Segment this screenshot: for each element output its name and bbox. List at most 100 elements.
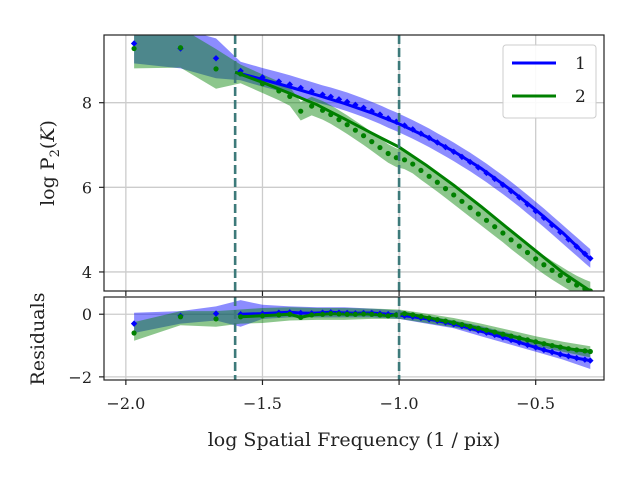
- bottom-point-s2-15: [369, 311, 375, 317]
- top-point-s1-17: [384, 115, 392, 122]
- top-point-s1-33: [516, 194, 523, 201]
- top-point-s1-25: [450, 148, 457, 155]
- top-point-s2-10: [328, 111, 334, 118]
- bottom-point-s2-17: [385, 313, 391, 319]
- bottom-point-s2-38: [557, 344, 563, 350]
- top-point-s1-28: [475, 164, 482, 171]
- bottom-point-s2-27: [467, 323, 473, 330]
- bottom-point-s2-40: [574, 347, 580, 353]
- bottom-point-s1-2: [212, 310, 220, 317]
- top-point-s2-17: [385, 150, 391, 157]
- top-point-s2-23: [434, 179, 440, 185]
- top-point-s1-30: [491, 175, 498, 183]
- bottom-point-s2-12: [344, 311, 350, 317]
- top-point-s2-0: [131, 45, 137, 52]
- top-point-s2-9: [319, 107, 326, 113]
- top-point-s1-38: [557, 228, 564, 236]
- bottom-point-s2-13: [352, 311, 358, 317]
- bottom-point-s2-23: [434, 316, 440, 323]
- top-point-s2-34: [524, 249, 531, 256]
- bottom-point-s1-0: [130, 320, 138, 327]
- bottom-point-s2-21: [418, 313, 424, 320]
- top-point-s1-11: [335, 96, 343, 103]
- bottom-point-s2-33: [516, 335, 522, 341]
- top-point-s2-28: [475, 211, 481, 217]
- bottom-point-s2-0: [131, 330, 137, 336]
- bottom-point-s2-8: [309, 312, 315, 318]
- top-point-s2-4: [259, 81, 266, 87]
- bottom-ytick-label-0: −2: [68, 368, 92, 387]
- bottom-point-s2-4: [259, 313, 266, 319]
- top-point-s1-42: [587, 255, 594, 262]
- bottom-ticks: −2 0: [68, 305, 537, 387]
- x-tick-labels: −2.0 −1.5 −1.0 −0.5: [106, 394, 555, 413]
- top-point-s1-13: [352, 101, 359, 109]
- bottom-point-s2-11: [336, 311, 342, 317]
- bottom-point-s2-19: [401, 311, 408, 317]
- bottom-plot-area: [130, 297, 594, 380]
- top-point-s2-13: [352, 127, 358, 133]
- bottom-point-s2-18: [393, 312, 399, 318]
- bottom-point-s1-34: [524, 341, 531, 349]
- top-point-s2-16: [377, 144, 383, 151]
- bottom-band-series-2: [134, 307, 591, 358]
- bottom-point-s2-28: [475, 325, 481, 331]
- bottom-point-s2-10: [328, 311, 334, 317]
- top-point-s1-7: [297, 84, 304, 92]
- top-point-s1-35: [532, 207, 539, 215]
- top-point-s2-26: [459, 198, 465, 204]
- bottom-point-s2-42: [587, 348, 593, 355]
- x-tick-label-1: −1.5: [243, 394, 282, 413]
- top-point-s2-1: [177, 45, 184, 51]
- top-point-s2-35: [533, 256, 539, 262]
- bottom-point-s2-16: [377, 312, 383, 318]
- legend-label-1: 1: [575, 54, 586, 74]
- x-tick-label-0: −2.0: [106, 394, 145, 413]
- top-point-s2-30: [492, 224, 498, 230]
- top-point-s2-36: [541, 262, 547, 268]
- top-point-s1-2: [212, 55, 220, 62]
- top-ticks: 4 6 8: [82, 94, 537, 296]
- bottom-point-s2-31: [500, 331, 506, 337]
- bottom-fit-line-series-2: [240, 312, 591, 353]
- bottom-point-s2-36: [541, 341, 547, 347]
- bottom-point-s1-42: [587, 357, 594, 364]
- top-plot-area: [130, 35, 594, 291]
- top-point-s2-5: [276, 88, 282, 94]
- top-ylabel-open-paren: (: [37, 142, 59, 149]
- top-point-s1-22: [425, 134, 433, 142]
- bottom-point-s2-20: [410, 312, 416, 318]
- bottom-point-s1-35: [532, 344, 539, 351]
- bottom-ytick-label-1: 0: [82, 305, 92, 324]
- bottom-point-s1-7: [297, 309, 304, 317]
- bottom-point-s2-22: [426, 315, 432, 321]
- top-point-s1-19: [401, 122, 408, 129]
- top-ylabel-prefix: log P: [37, 157, 59, 206]
- bottom-point-s2-39: [565, 346, 572, 352]
- top-point-s2-25: [451, 192, 457, 198]
- top-point-s2-24: [442, 186, 449, 192]
- bottom-point-s2-7: [298, 314, 304, 320]
- bottom-point-s1-32: [507, 336, 515, 344]
- bottom-point-s2-35: [533, 339, 539, 345]
- top-point-s2-12: [344, 122, 350, 128]
- bottom-point-s2-14: [360, 311, 367, 317]
- top-point-s1-29: [483, 169, 490, 177]
- x-axis-label: log Spatial Frequency (1 / pix): [208, 429, 501, 451]
- bottom-point-s2-34: [524, 337, 531, 343]
- bottom-point-s1-37: [548, 348, 556, 356]
- top-ytick-label-1: 6: [82, 178, 92, 197]
- residuals-panel: −2 0 Residuals: [27, 293, 605, 387]
- top-point-s1-9: [319, 91, 326, 98]
- bottom-point-s1-41: [581, 356, 589, 363]
- top-point-s1-10: [327, 93, 334, 100]
- top-point-s1-31: [499, 181, 507, 188]
- top-point-s1-4: [259, 74, 266, 81]
- top-point-s1-27: [466, 158, 474, 166]
- top-point-s2-22: [426, 173, 432, 179]
- top-point-s1-5: [275, 78, 283, 85]
- bottom-point-s2-29: [483, 327, 490, 333]
- top-point-s1-0: [130, 40, 138, 47]
- top-point-s2-20: [410, 161, 416, 167]
- bottom-point-s2-5: [276, 312, 282, 318]
